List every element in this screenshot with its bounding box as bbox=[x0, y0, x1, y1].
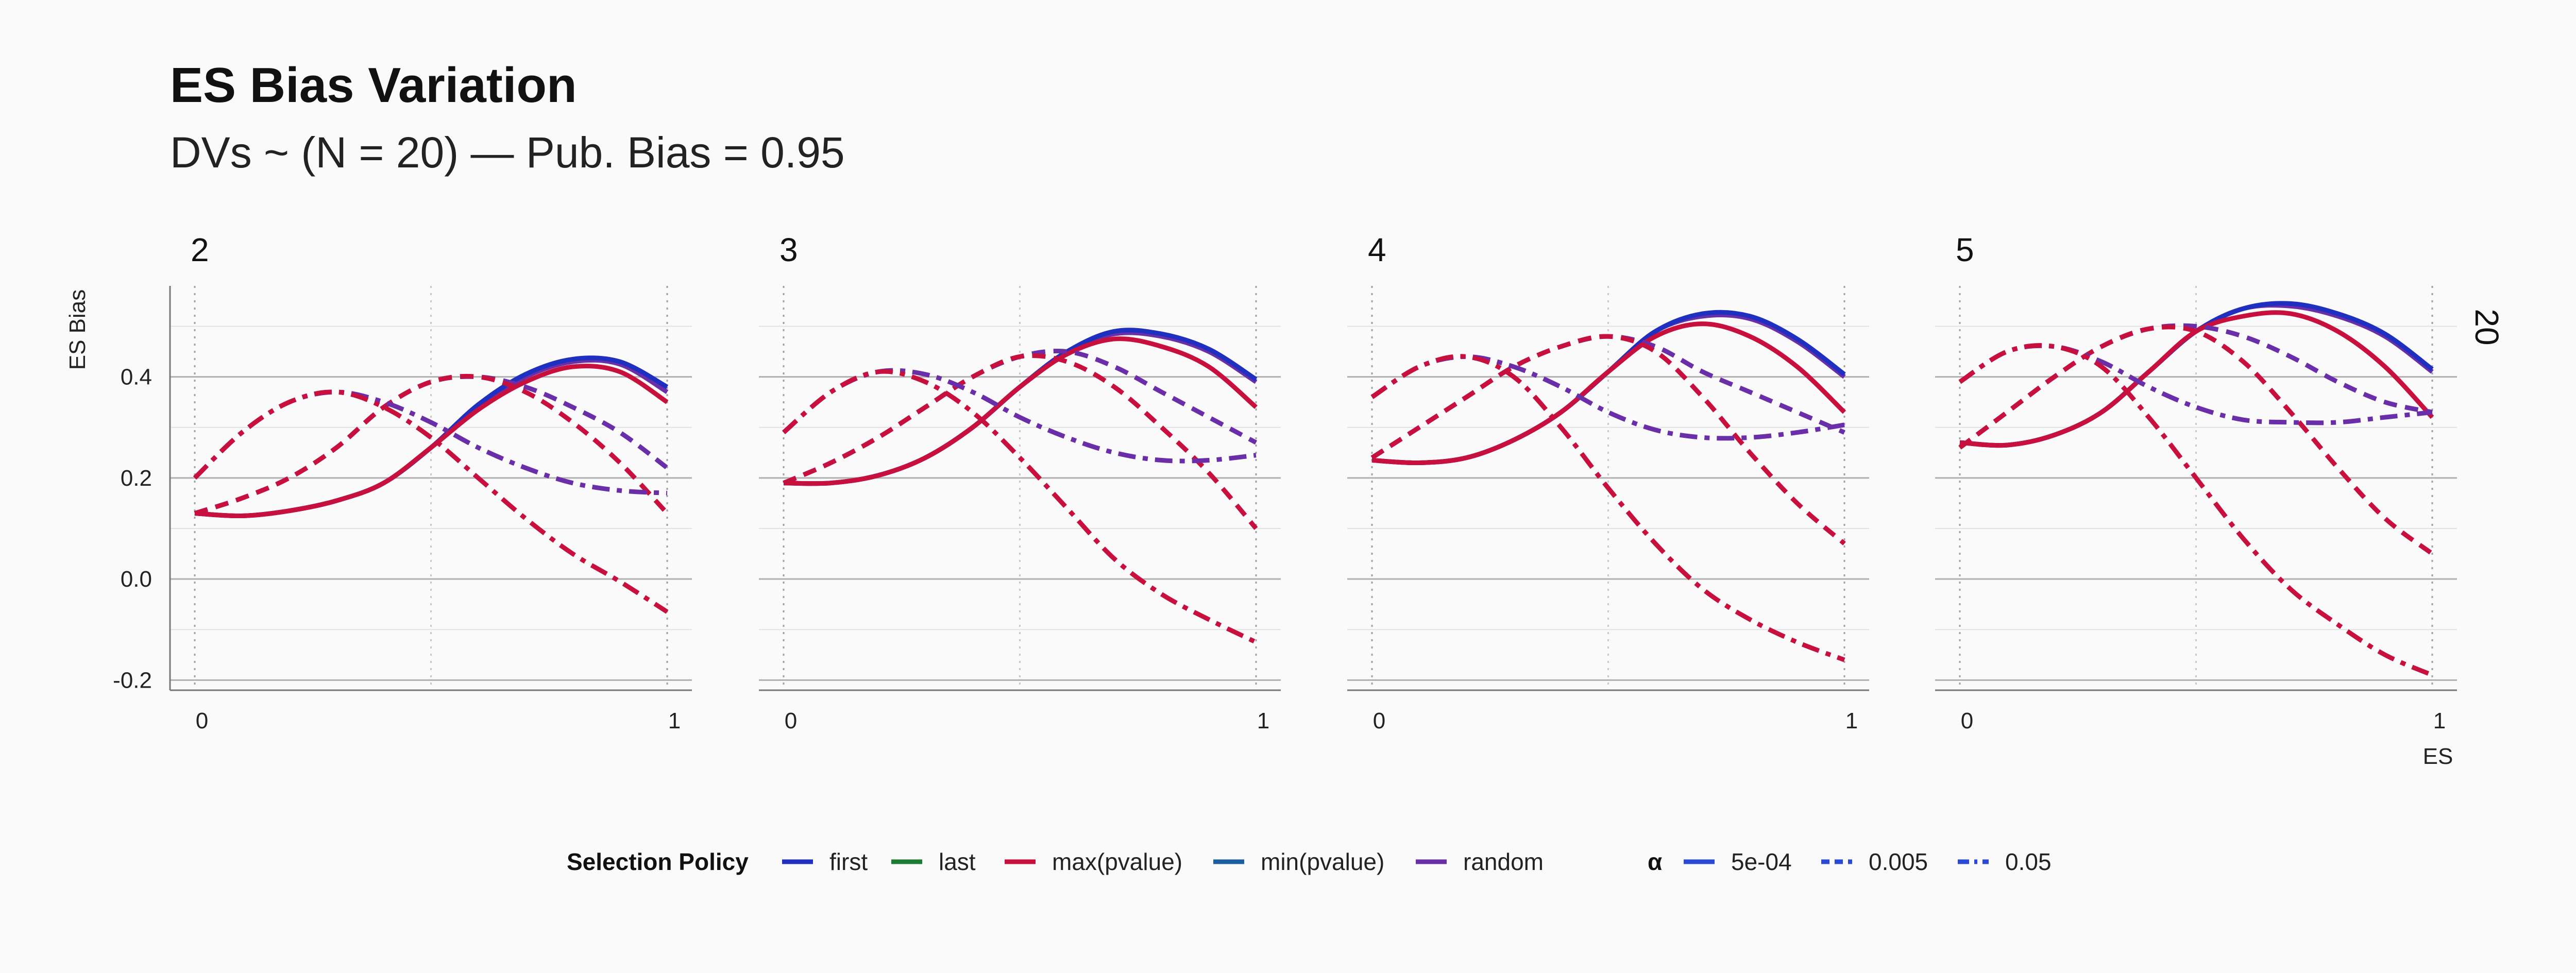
facet-label: 5 bbox=[1956, 231, 1974, 268]
facet-label: 4 bbox=[1368, 231, 1386, 268]
x-tick-label: 1 bbox=[1257, 708, 1269, 733]
series-line bbox=[194, 373, 669, 516]
legend: Selection Policy first last max(pvalue) min(… bbox=[567, 848, 2052, 875]
legend-item: last bbox=[939, 848, 976, 875]
series-line bbox=[783, 336, 1258, 486]
series-line bbox=[193, 389, 668, 496]
y-tick-label: 0.0 bbox=[121, 567, 152, 592]
series-line bbox=[1370, 354, 1845, 662]
legend-item: max(pvalue) bbox=[1052, 848, 1182, 875]
facet-label: 2 bbox=[191, 231, 209, 268]
series-line bbox=[783, 353, 1258, 530]
facet-panels: 2 -0.2 0.0 0.2 0.4 0 1 3 0 1 4 0 1 5 0 1 bbox=[113, 231, 2457, 733]
series-line bbox=[1370, 334, 1845, 460]
legend-title-policy: Selection Policy bbox=[567, 848, 749, 875]
legend-title-alpha: α bbox=[1648, 848, 1662, 875]
series-line bbox=[1959, 310, 2434, 448]
x-tick-label: 0 bbox=[1961, 708, 1973, 733]
series-line bbox=[782, 369, 1257, 644]
series-line bbox=[194, 364, 669, 519]
legend-item: random bbox=[1463, 848, 1544, 875]
legend-item: 5e-04 bbox=[1731, 848, 1792, 875]
legend-item: 0.005 bbox=[1869, 848, 1928, 875]
series-line bbox=[193, 389, 669, 614]
legend-item: 0.05 bbox=[2005, 848, 2052, 875]
series-line bbox=[1958, 343, 2433, 425]
facet-panel: 4 0 1 bbox=[1347, 231, 1869, 733]
x-tick-label: 0 bbox=[785, 708, 797, 733]
series-line bbox=[1958, 343, 2433, 677]
series-line bbox=[1371, 321, 1846, 466]
y-tick-label: 0.4 bbox=[121, 365, 152, 390]
legend-item: first bbox=[829, 848, 868, 875]
y-axis-label: ES Bias bbox=[65, 289, 90, 370]
chart-subtitle: DVs ~ (N = 20) — Pub. Bias = 0.95 bbox=[170, 128, 845, 177]
chart-title: ES Bias Variation bbox=[170, 58, 577, 113]
x-tick-label: 1 bbox=[1845, 708, 1858, 733]
series-line bbox=[1370, 334, 1846, 545]
y-tick-label: 0.2 bbox=[121, 466, 152, 491]
y-tick-label: -0.2 bbox=[113, 668, 152, 693]
x-axis-label: ES bbox=[2423, 744, 2453, 769]
x-tick-label: 1 bbox=[2433, 708, 2446, 733]
row-strip-label: 20 bbox=[2468, 309, 2505, 345]
x-tick-label: 0 bbox=[196, 708, 208, 733]
facet-panel: 5 0 1 bbox=[1935, 231, 2457, 733]
facet-label: 3 bbox=[779, 231, 798, 268]
facet-panel: 2 -0.2 0.0 0.2 0.4 0 1 bbox=[113, 231, 692, 733]
facet-panel: 3 0 1 bbox=[759, 231, 1281, 733]
x-tick-label: 1 bbox=[668, 708, 681, 733]
legend-item: min(pvalue) bbox=[1261, 848, 1384, 875]
x-tick-label: 0 bbox=[1373, 708, 1385, 733]
